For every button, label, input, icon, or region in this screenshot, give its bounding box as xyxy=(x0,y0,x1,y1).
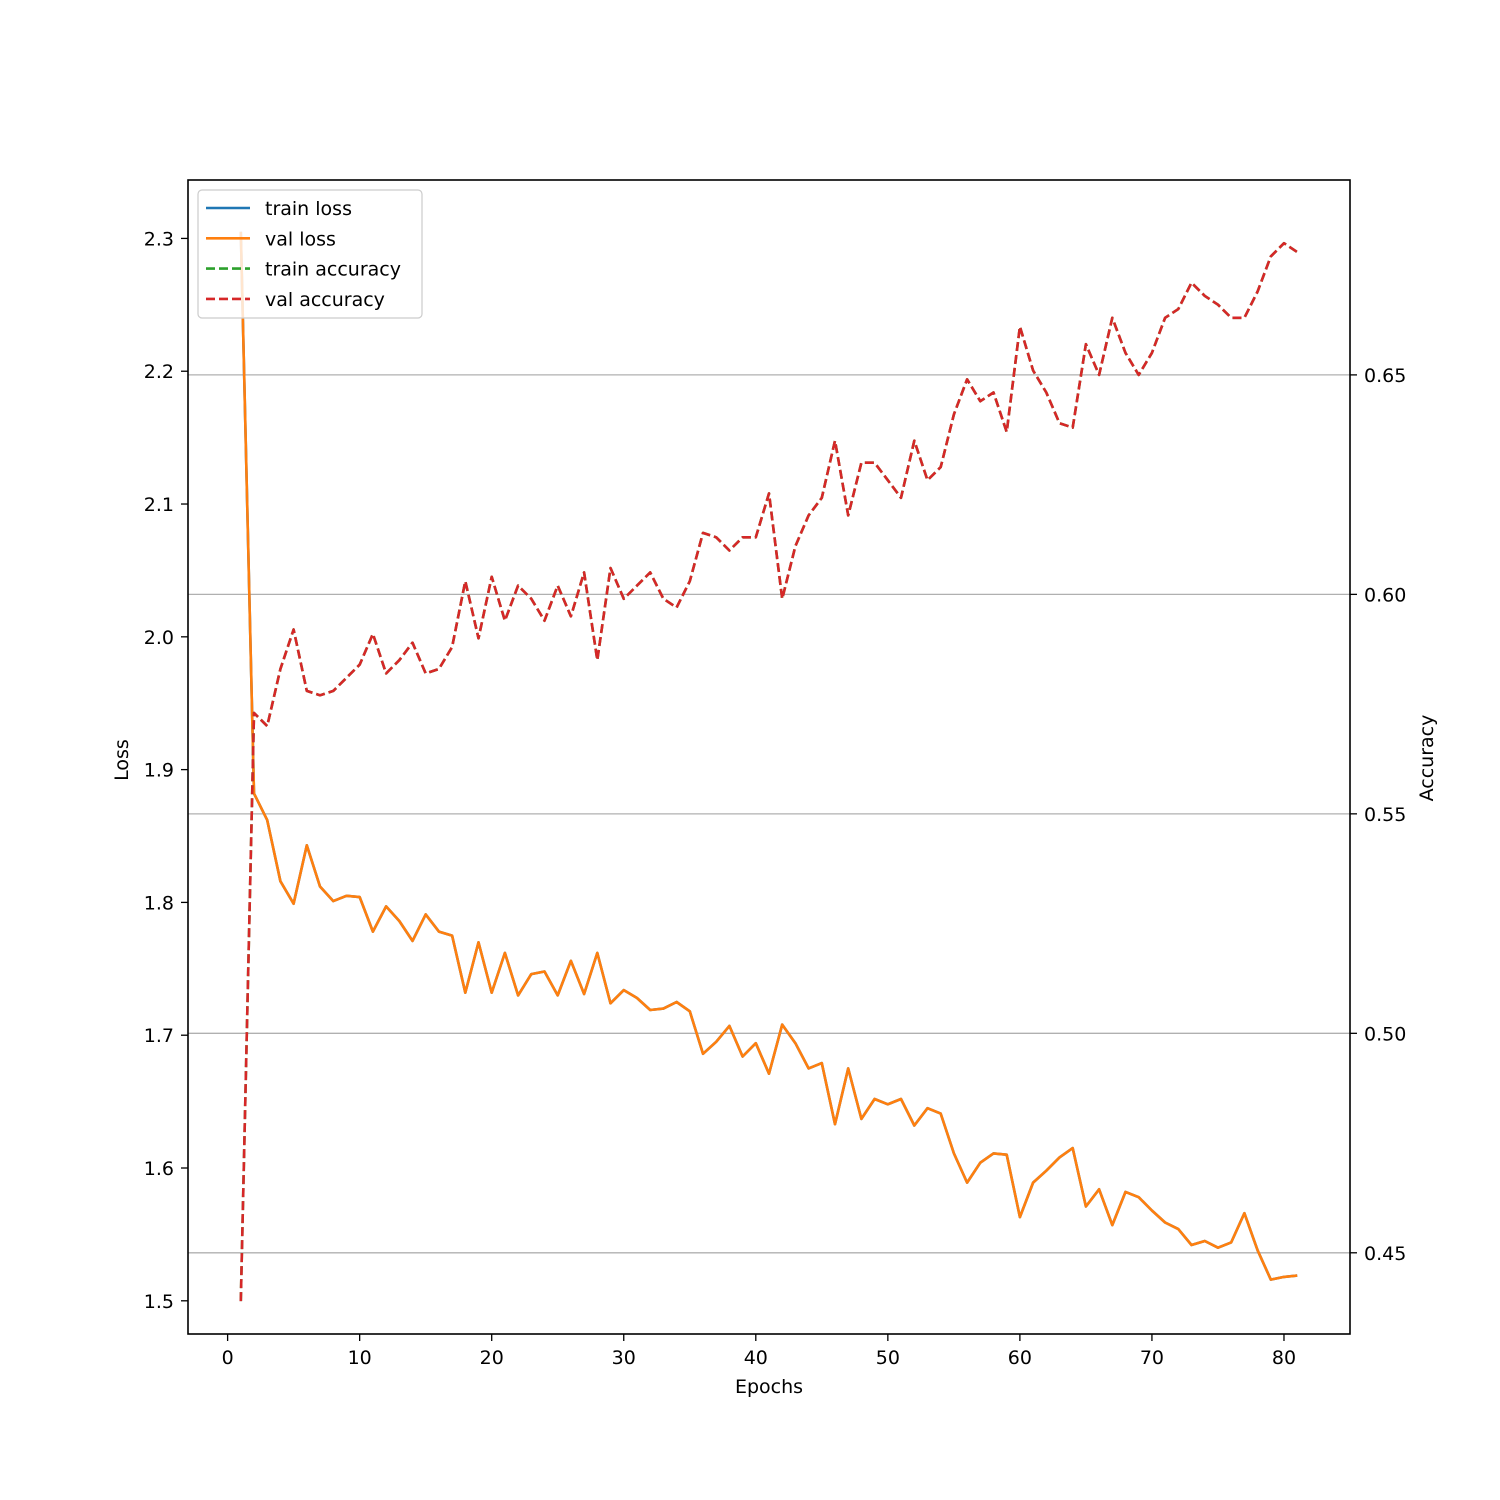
x-tick-label-4: 40 xyxy=(744,1347,768,1369)
y-axis-accuracy: 0.45 0.50 0.55 0.60 0.65 xyxy=(1350,365,1406,1265)
y2-tick-label-3: 0.60 xyxy=(1364,584,1406,606)
series-val-accuracy xyxy=(239,241,1298,1302)
x-tick-label-7: 70 xyxy=(1140,1347,1164,1369)
y2-tick-label-1: 0.50 xyxy=(1364,1023,1406,1045)
x-axis: 0 10 20 30 40 50 60 70 80 xyxy=(222,1334,1296,1369)
legend-label-2: train accuracy xyxy=(265,259,401,281)
y-tick-label-4: 1.9 xyxy=(144,760,174,782)
x-tick-label-2: 20 xyxy=(480,1347,504,1369)
y-tick-label-7: 2.2 xyxy=(144,361,174,383)
x-tick-label-5: 50 xyxy=(876,1347,900,1369)
legend-label-3: val accuracy xyxy=(265,289,385,311)
legend-box xyxy=(197,189,423,319)
legend: train loss val loss train accuracy val accu… xyxy=(197,189,423,319)
y-tick-label-3: 1.8 xyxy=(144,892,174,914)
x-tick-label-6: 60 xyxy=(1008,1347,1032,1369)
grid-lines xyxy=(188,374,1350,1254)
y-tick-label-2: 1.7 xyxy=(144,1025,174,1047)
y-axis-right-title: Accuracy xyxy=(1416,715,1438,802)
x-tick-label-1: 10 xyxy=(348,1347,372,1369)
y-tick-label-1: 1.6 xyxy=(144,1158,174,1180)
x-axis-title: Epochs xyxy=(735,1376,803,1398)
y-tick-label-5: 2.0 xyxy=(144,627,174,649)
x-tick-label-3: 30 xyxy=(612,1347,636,1369)
y2-tick-label-0: 0.45 xyxy=(1364,1243,1406,1265)
y-tick-label-6: 2.1 xyxy=(144,494,174,516)
y-axis-loss: 1.5 1.6 1.7 1.8 1.9 2.0 2.1 2.2 2.3 xyxy=(144,228,188,1313)
x-tick-label-8: 80 xyxy=(1272,1347,1296,1369)
y2-tick-label-2: 0.55 xyxy=(1364,804,1406,826)
y-tick-label-0: 1.5 xyxy=(144,1291,174,1313)
series-val-loss xyxy=(239,231,1298,1281)
plot-frame xyxy=(187,179,1351,1335)
y-tick-label-8: 2.3 xyxy=(144,228,174,250)
y2-tick-label-4: 0.65 xyxy=(1364,365,1406,387)
plot-series xyxy=(239,231,1298,1302)
legend-label-0: train loss xyxy=(265,198,352,220)
y-axis-left-title: Loss xyxy=(111,739,133,781)
x-tick-label-0: 0 xyxy=(222,1347,234,1369)
legend-label-1: val loss xyxy=(265,228,336,250)
